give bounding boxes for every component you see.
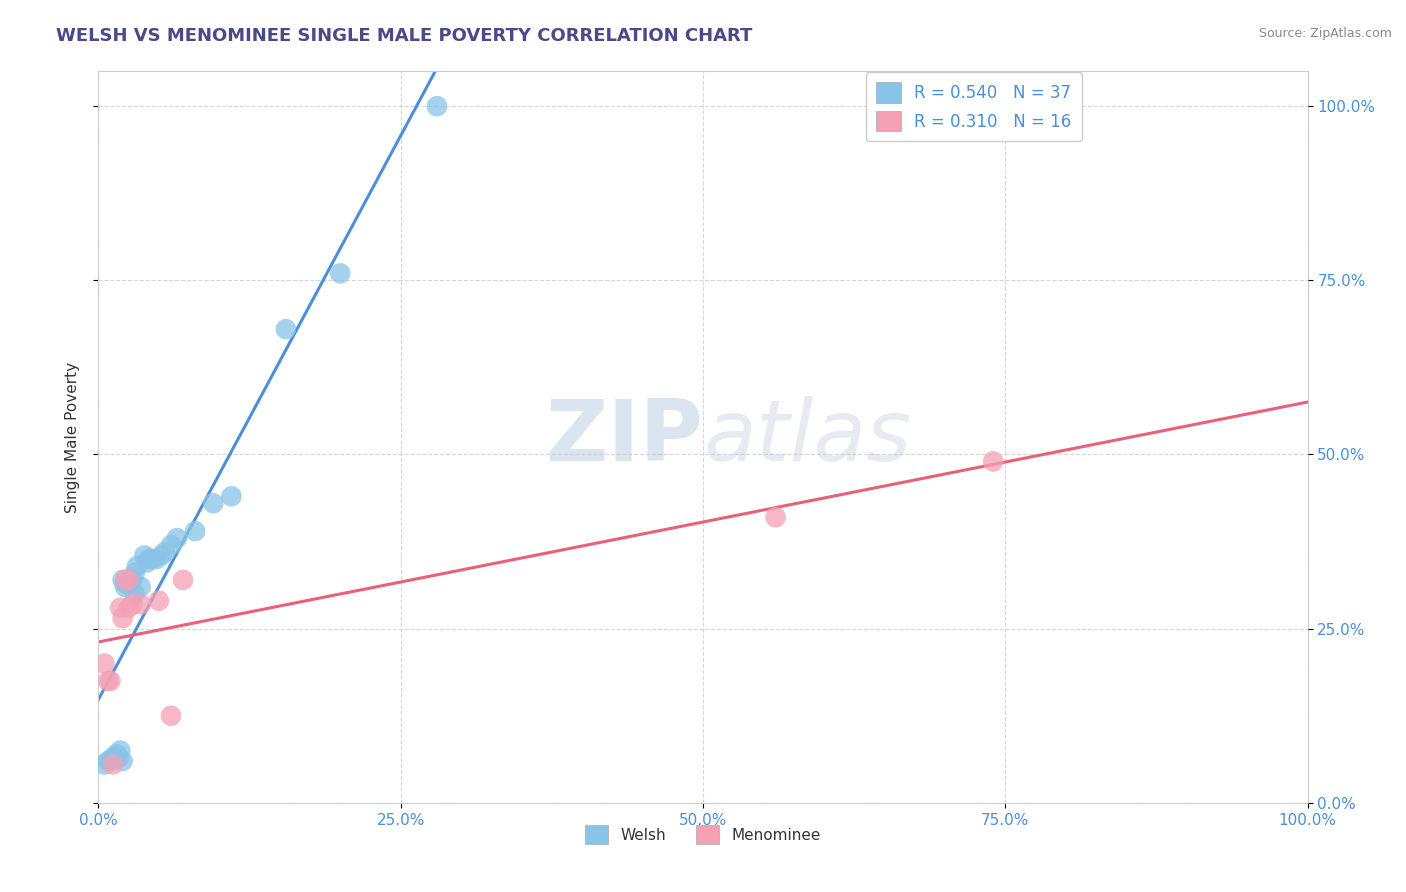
Point <box>118 573 141 587</box>
Point <box>97 673 120 688</box>
Point <box>124 587 146 601</box>
Point <box>111 573 134 587</box>
Point <box>120 573 142 587</box>
Point <box>103 750 125 764</box>
Point <box>202 496 225 510</box>
Point <box>108 750 131 764</box>
Point <box>121 573 143 587</box>
Point <box>105 747 128 761</box>
Legend: Welsh, Menominee: Welsh, Menominee <box>579 819 827 850</box>
Point <box>160 538 183 552</box>
Point <box>118 600 141 615</box>
Text: WELSH VS MENOMINEE SINGLE MALE POVERTY CORRELATION CHART: WELSH VS MENOMINEE SINGLE MALE POVERTY C… <box>56 27 752 45</box>
Point <box>100 754 122 768</box>
Point <box>114 576 136 591</box>
Point <box>93 657 115 671</box>
Point <box>108 743 131 757</box>
Point <box>150 549 173 563</box>
Point <box>100 673 122 688</box>
Point <box>145 552 167 566</box>
Point <box>138 552 160 566</box>
Point <box>765 510 787 524</box>
Point <box>114 580 136 594</box>
Point <box>166 531 188 545</box>
Point <box>101 757 124 772</box>
Point <box>148 594 170 608</box>
Point <box>93 757 115 772</box>
Point <box>981 454 1004 468</box>
Point <box>221 489 243 503</box>
Point <box>115 576 138 591</box>
Point <box>172 573 194 587</box>
Point <box>111 754 134 768</box>
Point <box>129 580 152 594</box>
Point <box>118 576 141 591</box>
Point <box>127 558 149 573</box>
Point <box>121 597 143 611</box>
Point <box>108 600 131 615</box>
Point <box>274 322 297 336</box>
Point <box>153 545 176 559</box>
Point <box>97 754 120 768</box>
Point <box>184 524 207 538</box>
Point <box>124 566 146 580</box>
Point <box>101 750 124 764</box>
Point <box>329 266 352 280</box>
Text: atlas: atlas <box>703 395 911 479</box>
Point <box>142 552 165 566</box>
Point <box>114 573 136 587</box>
Point <box>426 99 449 113</box>
Text: ZIP: ZIP <box>546 395 703 479</box>
Point <box>118 573 141 587</box>
Point <box>135 556 157 570</box>
Y-axis label: Single Male Poverty: Single Male Poverty <box>65 361 80 513</box>
Point <box>105 750 128 764</box>
Text: Source: ZipAtlas.com: Source: ZipAtlas.com <box>1258 27 1392 40</box>
Point <box>111 611 134 625</box>
Point <box>160 708 183 723</box>
Point <box>134 549 156 563</box>
Point <box>129 597 152 611</box>
